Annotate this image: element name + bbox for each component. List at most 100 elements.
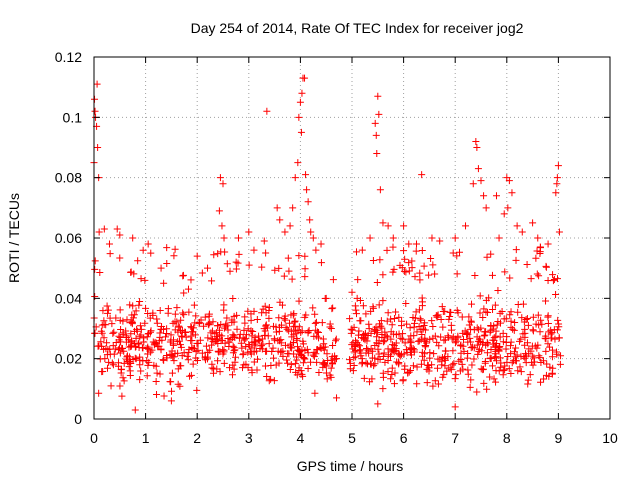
data-point [320,360,328,368]
data-point [534,311,542,319]
data-point [518,314,526,322]
data-point [423,339,431,347]
data-point [177,316,185,324]
data-point [384,351,392,359]
data-point [379,271,387,279]
data-point [301,74,309,82]
data-point [417,336,425,344]
data-point [273,204,281,212]
data-point [505,365,513,373]
data-point [447,321,455,329]
data-point [253,316,261,324]
data-point [437,315,445,323]
data-point [104,309,112,317]
data-point [103,339,111,347]
data-point [304,349,312,357]
data-point [494,318,502,326]
axis-ticks [93,56,611,420]
data-point [163,354,171,362]
data-point [350,361,358,369]
data-point [317,345,325,353]
data-point [353,248,361,256]
data-point [450,359,458,367]
data-point [407,332,415,340]
data-point [426,335,434,343]
data-point [453,306,461,314]
data-point [311,310,319,318]
data-point [397,350,405,358]
data-point [405,240,413,248]
data-point [453,252,461,260]
data-point [534,341,542,349]
data-point [323,375,331,383]
x-tick-label: 7 [451,430,459,446]
x-tick-label: 2 [193,430,201,446]
data-point [404,369,412,377]
data-point [194,340,202,348]
data-point [195,318,203,326]
data-point [232,258,240,266]
data-point [491,301,499,309]
data-point [520,318,528,326]
data-point [391,369,399,377]
data-point [318,319,326,327]
data-point [294,159,302,167]
data-point [352,310,360,318]
data-point [389,234,397,242]
data-point [375,301,383,309]
data-point [506,311,514,319]
data-point [369,303,377,311]
data-point [362,310,370,318]
data-point [507,317,515,325]
data-point [473,388,481,396]
data-point [169,341,177,349]
data-point [456,248,464,256]
data-point [171,310,179,318]
data-point [433,338,441,346]
data-point [379,352,387,360]
data-point [170,252,178,260]
data-point [280,272,288,280]
data-point [140,338,148,346]
data-point [184,356,192,364]
data-point [239,351,247,359]
data-point [284,359,292,367]
data-point [229,342,237,350]
data-point [542,347,550,355]
data-point [166,378,174,386]
data-point [371,342,379,350]
data-point [493,321,501,329]
x-tick-label: 4 [297,430,305,446]
data-point [134,257,142,265]
data-point [275,359,283,367]
data-point [192,312,200,320]
data-point [521,333,529,341]
data-point [502,345,510,353]
data-point [277,336,285,344]
data-point [230,344,238,352]
data-point [430,350,438,358]
data-point [320,346,328,354]
data-point [458,313,466,321]
data-point [481,328,489,336]
data-point [141,276,149,284]
data-point [191,331,199,339]
data-point [309,304,317,312]
data-point [152,362,160,370]
data-point [550,276,558,284]
data-point [147,348,155,356]
data-point [173,318,181,326]
data-point [446,313,454,321]
data-point [179,309,187,317]
data-point [136,353,144,361]
data-point [167,397,175,405]
data-point [213,365,221,373]
data-point [521,341,529,349]
data-point [468,300,476,308]
data-point [249,328,257,336]
data-point [506,274,514,282]
data-point [439,373,447,381]
data-point [262,321,270,329]
data-point [214,322,222,330]
data-point [483,385,491,393]
